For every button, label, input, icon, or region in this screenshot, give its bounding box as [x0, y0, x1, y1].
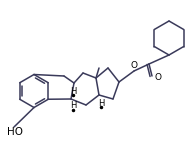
- Text: H: H: [98, 98, 104, 108]
- Text: O: O: [131, 61, 138, 71]
- Text: HO: HO: [7, 127, 23, 137]
- Text: H: H: [70, 101, 76, 111]
- Text: O: O: [154, 72, 162, 82]
- Text: H: H: [70, 87, 76, 95]
